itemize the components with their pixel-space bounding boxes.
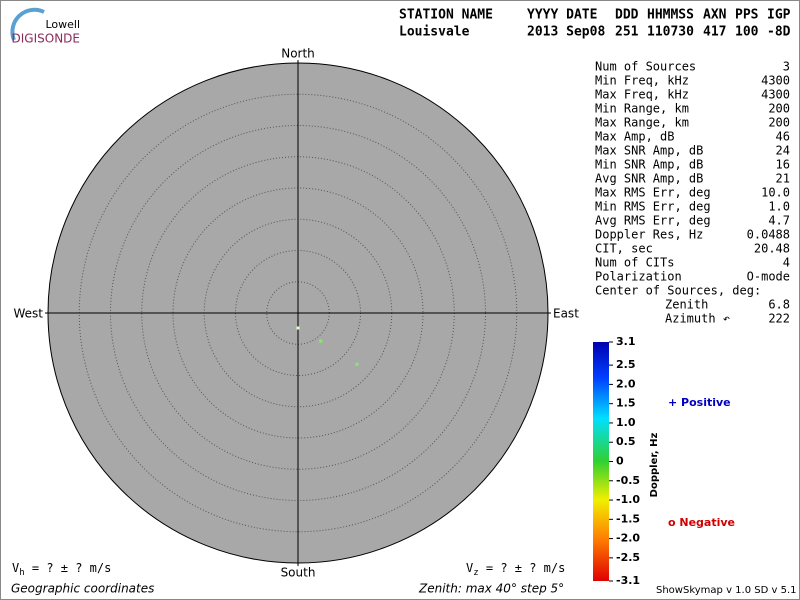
- stat-value: 1.0: [768, 200, 790, 214]
- header-label: DDD: [615, 8, 639, 23]
- vz-sub: z: [473, 568, 478, 578]
- center-zenith-label: Zenith: [665, 298, 708, 312]
- stat-label: Doppler Res, Hz: [595, 228, 703, 242]
- colorbar-tick-label: 2.5: [616, 358, 636, 371]
- header-label: HHMMSS: [647, 8, 694, 23]
- colorbar-tick-label: -0.5: [616, 474, 640, 487]
- negative: o Negative: [668, 516, 735, 529]
- stat-label: CIT, sec: [595, 242, 653, 256]
- colorbar: [593, 342, 609, 581]
- stat-value: 200: [768, 102, 790, 116]
- colorbar-tick-label: 0: [616, 455, 624, 468]
- center-zenith: 6.8: [768, 298, 790, 312]
- stat-label: Min RMS Err, deg: [595, 200, 711, 214]
- stat-value: 4300: [761, 74, 790, 88]
- colorbar-tick-label: 1.0: [616, 416, 636, 429]
- dir-south: South: [281, 566, 316, 580]
- header-value: 2013 Sep08: [527, 25, 605, 40]
- header-label: AXN: [703, 8, 727, 23]
- colorbar-tick-label: -2.5: [616, 551, 640, 564]
- zenith-note: Zenith: max 40° step 5°: [418, 582, 564, 596]
- header-value: -8D: [767, 25, 791, 40]
- stat-value: 21: [776, 172, 790, 186]
- vz-v: V: [466, 561, 473, 575]
- center-title: Center of Sources, deg:: [595, 284, 761, 298]
- header-value: 417: [703, 25, 726, 40]
- source-point: [296, 326, 300, 330]
- stat-value: 10.0: [761, 186, 790, 200]
- vh-rest: = ? ± ? m/s: [25, 561, 112, 575]
- header-label: STATION NAME: [399, 8, 493, 23]
- stat-label: Min SNR Amp, dB: [595, 158, 703, 172]
- dir-west: West: [13, 307, 43, 321]
- coords-note: Geographic coordinates: [11, 582, 154, 596]
- stat-label: Min Range, km: [595, 102, 689, 116]
- stat-label: Polarization: [595, 270, 682, 284]
- vh: Vh = ? ± ? m/s: [12, 561, 111, 578]
- stat-value: 16: [776, 158, 790, 172]
- vh-sub: h: [19, 568, 24, 578]
- header-value: 110730: [647, 25, 694, 40]
- header-value: 100: [735, 25, 759, 40]
- header-value: 251: [615, 25, 639, 40]
- header-label: YYYY DATE: [527, 8, 597, 23]
- logo-bottom: DIGISONDE: [12, 32, 80, 46]
- logo-top: Lowell: [45, 18, 80, 31]
- header-label: IGP: [767, 8, 791, 23]
- colorbar-tick-label: 0.5: [616, 435, 636, 448]
- stat-label: Num of Sources: [595, 60, 696, 74]
- stat-value: 20.48: [754, 242, 790, 256]
- colorbar-title: Doppler, Hz: [649, 433, 660, 498]
- dir-east: East: [553, 307, 579, 321]
- version: ShowSkymap v 1.0 SD v 5.1: [656, 585, 796, 596]
- stat-label: Max Range, km: [595, 116, 689, 130]
- colorbar-tick-label: 1.5: [616, 397, 636, 410]
- center-azimuth-label: Azimuth ↶: [665, 312, 730, 326]
- vz-rest: = ? ± ? m/s: [479, 561, 566, 575]
- stat-label: Max RMS Err, deg: [595, 186, 711, 200]
- source-point: [355, 362, 359, 366]
- colorbar-tick-label: 3.1: [616, 335, 636, 348]
- stat-label: Num of CITs: [595, 256, 674, 270]
- stat-value: 200: [768, 116, 790, 130]
- positive: + Positive: [668, 396, 731, 409]
- header-label: PPS: [735, 8, 759, 23]
- stat-value: O-mode: [747, 270, 790, 284]
- stat-value: 3: [783, 60, 790, 74]
- vh-v: V: [12, 561, 19, 575]
- stat-value: 4.7: [768, 214, 790, 228]
- colorbar-tick-label: -1.5: [616, 512, 640, 525]
- center-azimuth: 222: [768, 312, 790, 326]
- vz: Vz = ? ± ? m/s: [466, 561, 565, 578]
- header-value: Louisvale: [399, 25, 470, 40]
- logo-arc: [10, 7, 45, 41]
- colorbar-tick-label: -2.0: [616, 532, 640, 545]
- stat-value: 4300: [761, 88, 790, 102]
- stat-value: 24: [776, 144, 790, 158]
- colorbar-tick-label: 2.0: [616, 377, 636, 390]
- colorbar-tick-label: -1.0: [616, 493, 640, 506]
- stat-label: Max Amp, dB: [595, 130, 674, 144]
- stat-value: 4: [783, 256, 790, 270]
- source-point: [319, 339, 323, 343]
- dir-north: North: [281, 47, 315, 61]
- stat-label: Max SNR Amp, dB: [595, 144, 703, 158]
- colorbar-tick-label: -3.1: [616, 574, 640, 587]
- stat-value: 46: [776, 130, 790, 144]
- stat-label: Min Freq, kHz: [595, 74, 689, 88]
- stat-value: 0.0488: [747, 228, 790, 242]
- stat-label: Avg SNR Amp, dB: [595, 172, 703, 186]
- stat-label: Max Freq, kHz: [595, 88, 689, 102]
- stat-label: Avg RMS Err, deg: [595, 214, 711, 228]
